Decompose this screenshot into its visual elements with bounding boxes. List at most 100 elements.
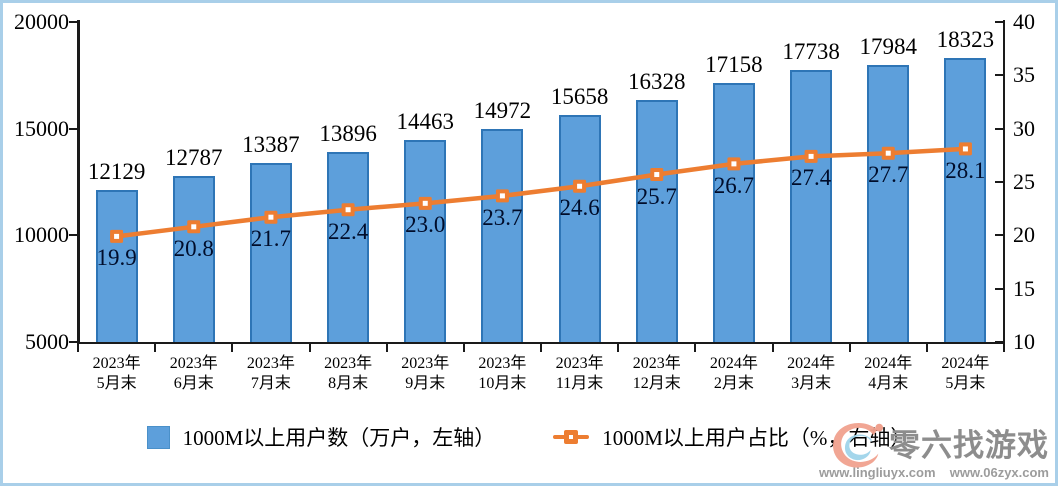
bar-value-label: 14972 [473, 98, 532, 124]
bar-value-label: 13387 [242, 132, 300, 158]
line-marker-icon [341, 203, 355, 217]
bar [712, 82, 755, 342]
x-axis-tick [462, 343, 465, 352]
line-value-label: 25.7 [636, 183, 677, 209]
legend-label-bar-series: 1000M以上用户数（万户，左轴） [182, 426, 496, 450]
bar [790, 70, 833, 342]
x-axis-labels-layer: 2023年 5月末 2023年 6月末 2023年 7月末 2023年 8月末 2023… [3, 3, 1055, 483]
x-axis-tick [77, 343, 79, 352]
bar-value-label: 18323 [936, 26, 995, 52]
watermark-url-1: www.lingliuyx.com [819, 465, 936, 480]
y-axis-right-tick-label: 10 [1013, 329, 1035, 354]
legend-item-line-series: 1000M以上用户占比（%，右轴） [553, 422, 911, 452]
x-axis-category-label: 2023年 6月末 [169, 355, 218, 392]
line-marker-icon [958, 142, 972, 156]
bar [481, 129, 524, 342]
line-value-label: 26.7 [713, 172, 755, 198]
legend: 1000M以上用户数（万户，左轴） 1000M以上用户占比（%，右轴） [3, 422, 1055, 452]
bar-value-label: 13896 [319, 121, 377, 147]
legend-item-bar-series: 1000M以上用户数（万户，左轴） [146, 422, 496, 452]
bar [635, 100, 678, 342]
data-labels-layer: 12129 12787 13387 13896 14463 14972 15658 16328… [3, 3, 1055, 483]
y-axis-right-tick-label: 40 [1013, 9, 1035, 34]
line-value-label: 19.9 [96, 245, 137, 271]
x-axis-tick [694, 343, 697, 352]
bar-value-label: 16328 [628, 69, 686, 95]
watermark-title: 零六找游戏 [889, 428, 1049, 463]
bar-value-label: 17738 [782, 39, 840, 65]
line-marker-icon [573, 179, 587, 193]
watermark-url-2: www.06zyx.com [949, 465, 1049, 480]
x-axis-tick [848, 343, 851, 352]
y-axis-right-tick-label: 30 [1013, 115, 1035, 141]
watermark-urls: www.lingliuyx.com www.06zyx.com [819, 465, 1049, 480]
axis-ticks-layer: 20000 15000 10000 5000 40 35 30 25 20 15 10 [3, 3, 1055, 483]
y-axis-left-tick-label: 15000 [14, 115, 69, 141]
bar [172, 175, 215, 342]
x-axis-line [77, 342, 1005, 344]
line-value-label: 28.1 [945, 157, 986, 183]
bar [944, 57, 987, 342]
line-marker-icon [881, 146, 895, 160]
line-value-label: 27.4 [790, 165, 832, 191]
bar [404, 140, 447, 342]
bar [249, 163, 292, 342]
bar-value-label: 17984 [859, 34, 918, 59]
line-value-label: 22.4 [327, 218, 369, 244]
x-axis-category-label: 2023年 12月末 [632, 355, 681, 392]
y-axis-right-line [1003, 20, 1005, 344]
bar [327, 152, 370, 342]
y-axis-right-tick-label: 20 [1013, 222, 1035, 248]
y-axis-left-tick-label: 10000 [14, 222, 69, 248]
x-axis-category-label: 2023年 10月末 [478, 355, 527, 392]
bar [867, 65, 910, 342]
bar-value-label: 17158 [705, 51, 763, 77]
x-axis-category-label: 2024年 2月末 [709, 355, 758, 392]
x-axis-category-label: 2024年 4月末 [864, 355, 913, 392]
x-axis-tick [925, 343, 928, 352]
y-axis-left-tick-label: 5000 [25, 329, 69, 354]
y-axis-right-tick-label: 35 [1013, 62, 1035, 88]
line-marker-icon [727, 157, 741, 171]
line-value-label: 23.7 [482, 204, 523, 230]
x-axis-category-label: 2024年 5月末 [941, 355, 990, 392]
line-series-path [114, 146, 968, 239]
x-axis-category-label: 2023年 5月末 [92, 355, 141, 392]
line-marker-icon [264, 210, 278, 224]
x-axis-category-label: 2023年 8月末 [324, 355, 373, 392]
y-axis-right-tick-label: 25 [1013, 169, 1035, 194]
x-axis-tick [231, 343, 234, 352]
bar-value-label: 12787 [165, 144, 223, 170]
x-axis-category-label: 2024年 3月末 [787, 355, 836, 392]
line-marker-icon [187, 220, 201, 234]
bar-value-label: 12129 [87, 158, 146, 184]
line-series-swatch-icon [553, 430, 590, 444]
line-value-label: 20.8 [173, 235, 214, 261]
y-axis-left-line [77, 20, 80, 344]
bar [95, 189, 138, 342]
line-value-label: 27.7 [868, 162, 909, 188]
x-axis-tick [771, 343, 774, 352]
x-axis-tick [540, 343, 542, 352]
bars-layer [3, 3, 1055, 483]
bar-series-swatch-icon [146, 425, 170, 449]
line-marker-icon [650, 168, 664, 182]
line-series-layer [3, 3, 1055, 483]
x-axis-tick [154, 343, 157, 352]
x-axis-category-label: 2023年 7月末 [246, 355, 295, 392]
x-axis-tick [385, 343, 388, 352]
bar [558, 114, 601, 342]
line-marker-icon [110, 229, 124, 243]
y-axis-left-tick-label: 20000 [14, 9, 69, 34]
x-axis-tick [617, 343, 620, 352]
x-axis-category-label: 2023年 9月末 [401, 355, 450, 392]
line-value-label: 21.7 [250, 226, 292, 252]
x-axis-tick [1003, 343, 1005, 352]
watermark-swirl-logo-icon [832, 422, 884, 468]
bar-value-label: 14463 [396, 109, 455, 135]
y-axis-right-tick-label: 15 [1013, 275, 1035, 301]
x-axis-category-label: 2023年 11月末 [555, 355, 604, 392]
watermark: 零六找游戏 www.lingliuyx.com www.06zyx.com [819, 420, 1051, 480]
line-marker-icon [804, 149, 818, 163]
